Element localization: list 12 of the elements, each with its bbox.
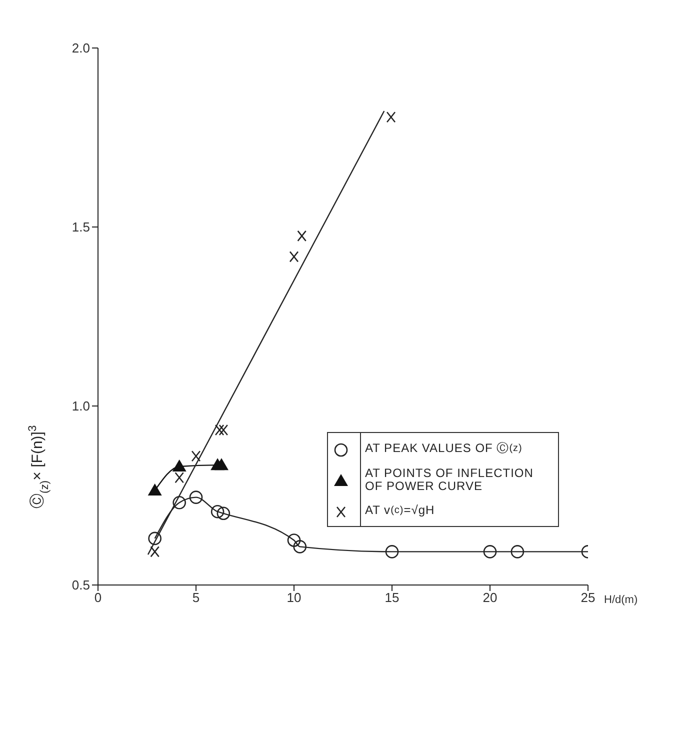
x-tick-label: 10 <box>286 590 302 606</box>
x-tick-label: 0 <box>94 590 102 606</box>
legend-label: AT POINTS OF INFLECTION OF POWER CURVE <box>360 464 558 495</box>
y-tick-label: 0.5 <box>72 578 90 593</box>
y-tick-label: 1.0 <box>72 398 90 414</box>
x-tick-label: 15 <box>384 590 400 606</box>
y-tick-label: 2.0 <box>72 40 90 56</box>
y-tick-label: 1.5 <box>72 220 90 235</box>
x-tick-label: 5 <box>192 590 200 606</box>
x-tick-label: 20 <box>482 590 498 606</box>
x-axis-title: H/d(m) <box>604 594 638 606</box>
x-tick-label: 25 <box>580 590 596 606</box>
